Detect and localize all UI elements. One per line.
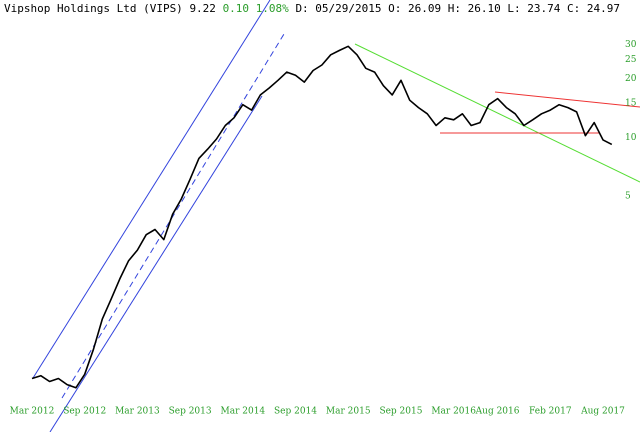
y-tick-label: 25 — [625, 55, 637, 65]
change-pct: 1.08% — [256, 2, 289, 15]
x-tick-label: Mar 2014 — [221, 407, 266, 417]
x-tick-label: Mar 2012 — [10, 407, 55, 417]
header: Vipshop Holdings Ltd (VIPS) 9.22 0.10 1.… — [4, 2, 620, 15]
x-tick-label: Aug 2016 — [475, 407, 520, 417]
x-tick-label: Mar 2016 — [431, 407, 476, 417]
channel-upper — [32, 0, 271, 379]
y-tick-label: 15 — [625, 98, 637, 108]
trend-down — [354, 43, 640, 183]
x-tick-label: Sep 2015 — [379, 407, 422, 417]
y-tick-label: 20 — [625, 74, 637, 84]
resistance — [494, 91, 640, 108]
x-tick-label: Sep 2014 — [274, 407, 317, 417]
trendlines — [32, 0, 640, 432]
x-tick-label: Sep 2013 — [169, 407, 212, 417]
ohlc: D: 05/29/2015 O: 26.09 H: 26.10 L: 23.74… — [295, 2, 620, 15]
title: Vipshop Holdings Ltd (VIPS) — [4, 2, 183, 15]
last-price: 9.22 — [189, 2, 216, 15]
channel-lower — [49, 95, 263, 432]
x-tick-label: Aug 2017 — [580, 407, 625, 417]
channel-mid — [61, 33, 285, 399]
x-tick-label: Sep 2012 — [63, 407, 106, 417]
x-tick-label: Feb 2017 — [529, 407, 572, 417]
price-line — [31, 45, 613, 389]
y-tick-label: 10 — [625, 133, 637, 143]
y-tick-label: 5 — [625, 192, 631, 202]
y-tick-label: 30 — [625, 40, 637, 50]
x-tick-label: Mar 2015 — [326, 407, 371, 417]
x-tick-label: Mar 2013 — [115, 407, 160, 417]
change: 0.10 — [223, 2, 250, 15]
